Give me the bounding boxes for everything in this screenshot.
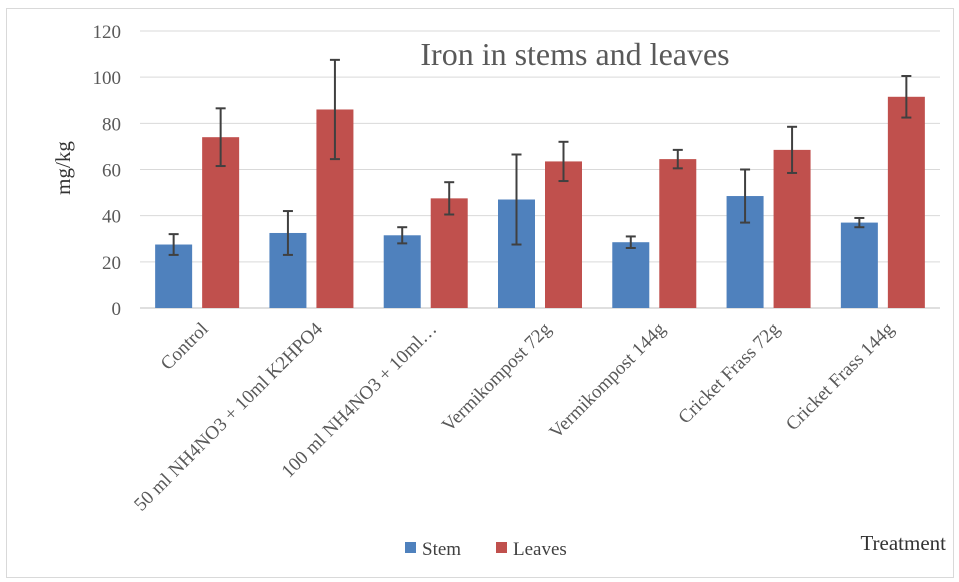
legend: Stem Leaves [405,539,567,560]
y-tick-label: 20 [102,253,121,274]
y-tick-label: 60 [102,161,121,182]
legend-swatch [496,542,507,553]
legend-item-leaves: Leaves [496,539,567,560]
error-bar [625,235,636,249]
x-tick-label: 50 ml NH4NO3 + 10ml K2HPO4 [130,318,327,515]
legend-item-stem: Stem [405,539,461,560]
error-bar [901,75,912,119]
error-bar [740,168,751,224]
error-bar [787,125,798,174]
legend-label: Leaves [513,539,567,560]
error-bar [672,148,683,170]
y-tick-label: 0 [112,299,122,320]
x-tick-label: Control [157,319,213,375]
y-tick-label: 120 [93,22,122,43]
x-tick-label: Cricket Frass 144g [782,318,899,435]
error-bar [282,210,293,256]
bar-leaves-5 [773,149,811,308]
error-bar [168,233,179,256]
bar-stem-6 [840,222,878,308]
error-bar [397,226,408,245]
error-bar [854,216,865,229]
bar-stem-2 [383,235,421,308]
error-bars [168,58,912,256]
error-bar [215,107,226,168]
y-tick-label: 40 [102,207,121,228]
bars [155,96,925,308]
x-tick-label: Cricket Frass 72g [674,318,784,428]
y-tick-label: 100 [93,68,122,89]
y-axis-ticks: 0 20 40 60 80 100 120 [93,22,122,320]
error-bar [558,140,569,183]
error-bar [329,58,340,161]
error-bar [511,153,522,246]
chart-title: Iron in stems and leaves [420,36,729,72]
bar-stem-4 [612,242,650,308]
x-tick-label: Vermikompost 72g [438,318,556,436]
bar-leaves-2 [430,198,468,308]
bar-leaves-4 [659,159,697,308]
y-tick-label: 80 [102,114,121,135]
error-bar [444,181,455,216]
bar-leaves-6 [887,96,925,308]
bar-leaves-3 [545,161,582,308]
x-axis-label: Treatment [860,531,946,555]
legend-swatch [405,542,416,553]
gridlines [140,30,940,309]
y-axis-label: mg/kg [51,141,75,195]
legend-label: Stem [422,539,461,560]
x-tick-label: Vermikompost 144g [546,318,671,443]
